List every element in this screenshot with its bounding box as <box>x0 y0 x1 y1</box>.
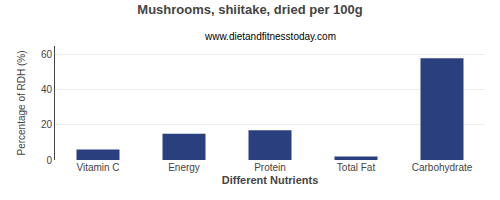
svg-text:Energy: Energy <box>168 162 200 173</box>
svg-text:20: 20 <box>41 119 53 130</box>
svg-text:60: 60 <box>41 49 53 60</box>
svg-text:Mushrooms, shiitake, dried per: Mushrooms, shiitake, dried per 100g <box>137 2 362 17</box>
svg-text:Percentage of RDH (%): Percentage of RDH (%) <box>16 50 27 155</box>
svg-text:Vitamin C: Vitamin C <box>76 162 119 173</box>
svg-text:Protein: Protein <box>254 162 286 173</box>
svg-text:40: 40 <box>41 84 53 95</box>
svg-text:www.dietandfitnesstoday.com: www.dietandfitnesstoday.com <box>204 31 336 42</box>
svg-text:0: 0 <box>46 155 52 166</box>
svg-text:Total Fat: Total Fat <box>337 162 376 173</box>
svg-text:Different Nutrients: Different Nutrients <box>222 174 319 186</box>
svg-text:Carbohydrate: Carbohydrate <box>412 162 473 173</box>
